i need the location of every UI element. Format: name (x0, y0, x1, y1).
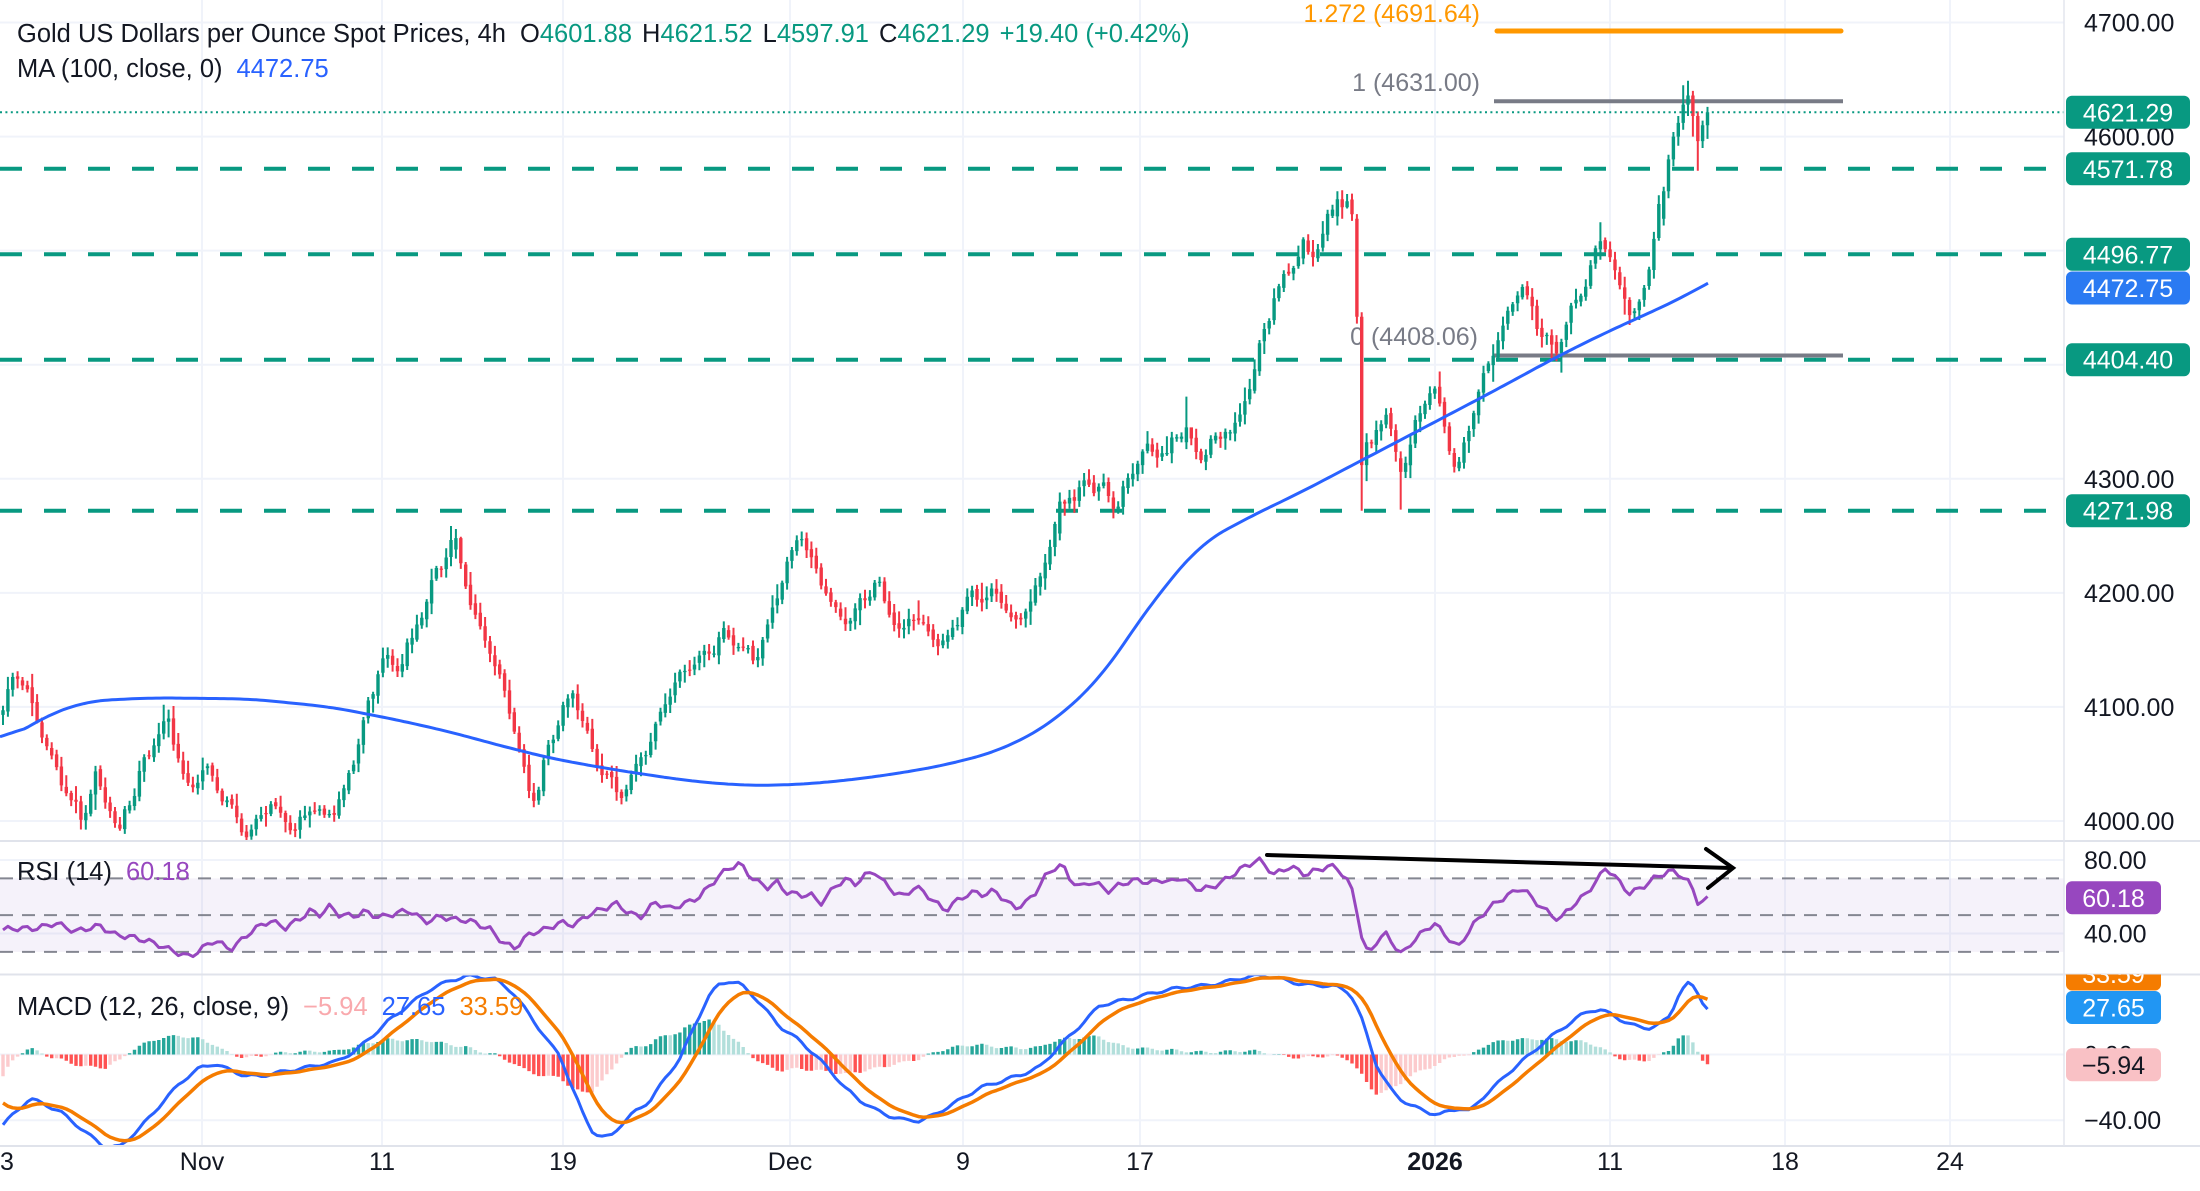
svg-text:RSI (14)60.18: RSI (14) 60.18 (17, 858, 190, 886)
svg-text:4271.98: 4271.98 (2083, 498, 2173, 526)
svg-text:27.65: 27.65 (2082, 995, 2145, 1023)
svg-text:60.18: 60.18 (2082, 885, 2145, 913)
svg-text:24: 24 (1936, 1148, 1964, 1176)
svg-text:4300.00: 4300.00 (2084, 466, 2174, 494)
svg-text:1.272 (4691.64): 1.272 (4691.64) (1303, 0, 1480, 28)
svg-text:Dec: Dec (768, 1148, 812, 1176)
svg-text:11: 11 (369, 1148, 395, 1176)
svg-text:4100.00: 4100.00 (2084, 694, 2174, 722)
svg-text:17: 17 (1126, 1148, 1154, 1176)
svg-text:−5.94: −5.94 (2082, 1052, 2145, 1080)
svg-text:9: 9 (956, 1148, 970, 1176)
svg-text:4621.29: 4621.29 (2083, 99, 2173, 127)
svg-text:3: 3 (0, 1148, 14, 1176)
svg-text:MA (100, close, 0)4472.75: MA (100, close, 0) 4472.75 (17, 55, 329, 83)
svg-text:40.00: 40.00 (2084, 921, 2147, 949)
svg-text:0 (4408.06): 0 (4408.06) (1350, 323, 1478, 351)
svg-text:1 (4631.00): 1 (4631.00) (1352, 69, 1480, 97)
svg-text:Gold US Dollars per Ounce Spot: Gold US Dollars per Ounce Spot Prices, 4… (17, 20, 1190, 48)
svg-text:4472.75: 4472.75 (2083, 275, 2173, 303)
svg-text:18: 18 (1771, 1148, 1799, 1176)
svg-text:4000.00: 4000.00 (2084, 808, 2174, 836)
svg-text:11: 11 (1597, 1148, 1623, 1176)
svg-text:19: 19 (549, 1148, 577, 1176)
svg-text:4571.78: 4571.78 (2083, 156, 2173, 184)
svg-text:2026: 2026 (1407, 1148, 1463, 1176)
svg-text:4496.77: 4496.77 (2083, 241, 2173, 269)
svg-text:4700.00: 4700.00 (2084, 10, 2174, 38)
svg-text:80.00: 80.00 (2084, 847, 2147, 875)
svg-text:4200.00: 4200.00 (2084, 580, 2174, 608)
svg-text:4404.40: 4404.40 (2083, 347, 2173, 375)
svg-text:Nov: Nov (180, 1148, 225, 1176)
svg-text:33.59: 33.59 (2082, 961, 2145, 989)
svg-text:−40.00: −40.00 (2084, 1107, 2161, 1135)
